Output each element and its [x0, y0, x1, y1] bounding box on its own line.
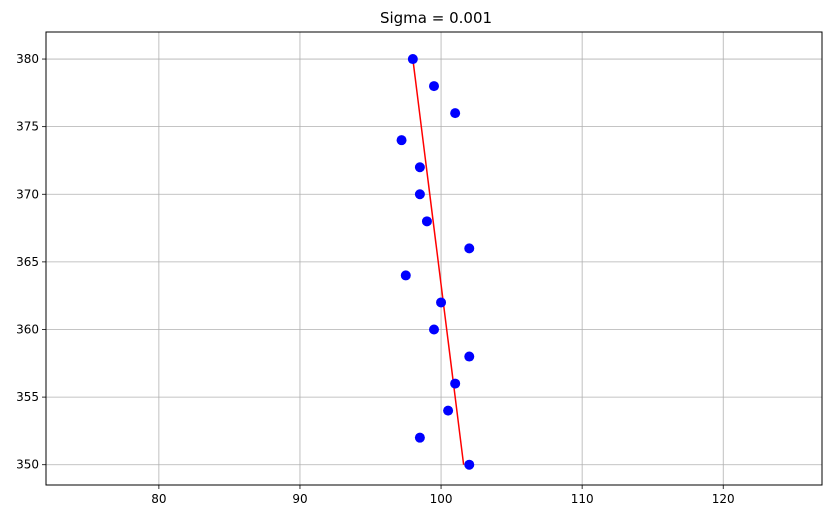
x-tick-label: 100: [430, 492, 453, 506]
x-tick-label: 80: [151, 492, 166, 506]
y-axis: 350 355 360 365 370 375 380: [16, 52, 46, 472]
data-point: [443, 405, 454, 416]
points-layer: [396, 54, 475, 470]
data-point: [414, 432, 425, 443]
x-tick-label: 110: [571, 492, 594, 506]
fit-line: [412, 58, 465, 465]
y-tick-label: 370: [16, 187, 39, 201]
grid: [46, 32, 822, 485]
data-point: [421, 216, 432, 227]
x-tick-label: 120: [712, 492, 735, 506]
data-point: [450, 378, 461, 389]
data-point: [436, 297, 447, 308]
data-point: [414, 162, 425, 173]
plot-frame: [45, 31, 823, 486]
data-point: [407, 54, 418, 65]
y-tick-label: 380: [16, 52, 39, 66]
data-point: [464, 351, 475, 362]
data-point: [464, 243, 475, 254]
x-axis: 80 90 100 110 120: [151, 485, 735, 506]
y-tick-label: 365: [16, 255, 39, 269]
x-tick-label: 90: [292, 492, 307, 506]
data-point: [396, 135, 407, 146]
data-point: [464, 459, 475, 470]
y-tick-label: 355: [16, 390, 39, 404]
y-tick-label: 350: [16, 458, 39, 472]
data-point: [450, 108, 461, 119]
data-point: [429, 81, 439, 92]
chart-title: Sigma = 0.001: [380, 9, 492, 27]
y-tick-label: 360: [16, 322, 39, 336]
fit-line-layer: [412, 58, 465, 465]
data-point: [400, 270, 411, 281]
data-point: [429, 324, 439, 335]
data-point: [414, 189, 425, 200]
y-tick-label: 375: [16, 120, 39, 134]
